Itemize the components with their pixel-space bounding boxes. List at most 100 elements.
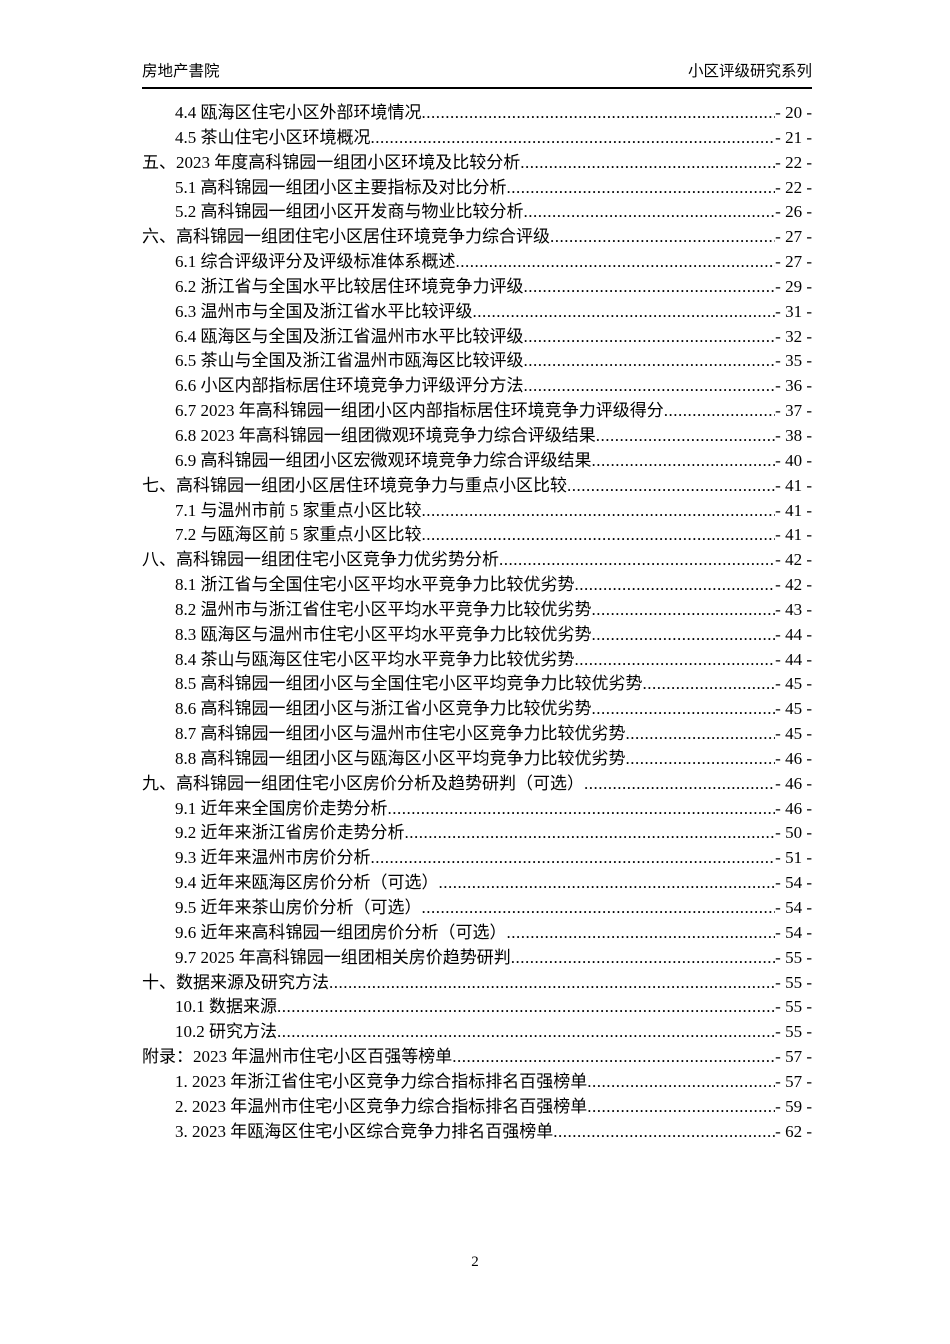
toc-entry-label: 九、高科锦园一组团住宅小区房价分析及趋势研判（可选） [142, 773, 584, 793]
toc-entry: 9.6 近年来高科锦园一组团房价分析（可选） - 54 - [142, 921, 812, 946]
toc-entry: 五、2023 年度高科锦园一组团小区环境及比较分析 - 22 - [142, 151, 812, 176]
toc-leader-dots [329, 971, 775, 996]
toc-entry-page: - 42 - [775, 550, 812, 570]
toc-leader-dots [422, 499, 776, 524]
toc-entry: 3. 2023 年瓯海区住宅小区综合竞争力排名百强榜单 - 62 - [142, 1120, 812, 1145]
toc-entry-page: - 44 - [775, 649, 812, 669]
toc-entry-label: 2. 2023 年温州市住宅小区竞争力综合指标排名百强榜单 [175, 1096, 588, 1116]
toc-entry: 1. 2023 年浙江省住宅小区竞争力综合指标排名百强榜单 - 57 - [142, 1070, 812, 1095]
toc-entry: 8.1 浙江省与全国住宅小区平均水平竞争力比较优劣势 - 42 - [142, 573, 812, 598]
toc-entry-page: - 44 - [775, 624, 812, 644]
toc-entry: 十、数据来源及研究方法 - 55 - [142, 971, 812, 996]
toc-leader-dots [277, 995, 775, 1020]
toc-entry: 9.5 近年来茶山房价分析（可选） - 54 - [142, 896, 812, 921]
toc-entry: 8.3 瓯海区与温州市住宅小区平均水平竞争力比较优劣势 - 44 - [142, 623, 812, 648]
toc-entry-page: - 22 - [775, 177, 812, 197]
toc-entry-page: - 59 - [775, 1096, 812, 1116]
toc-entry-page: - 41 - [775, 500, 812, 520]
toc-entry-label: 9.1 近年来全国房价走势分析 [175, 798, 388, 818]
toc-entry: 8.6 高科锦园一组团小区与浙江省小区竞争力比较优劣势 - 45 - [142, 697, 812, 722]
toc-leader-dots [592, 697, 776, 722]
toc-entry-page: - 50 - [775, 823, 812, 843]
toc-entry: 9.3 近年来温州市房价分析 - 51 - [142, 846, 812, 871]
toc-entry-label: 6.6 小区内部指标居住环境竞争力评级评分方法 [175, 376, 524, 396]
toc-entry-page: - 29 - [775, 276, 812, 296]
toc-entry: 4.5 茶山住宅小区环境概况 - 21 - [142, 126, 812, 151]
toc-entry-label: 8.2 温州市与浙江省住宅小区平均水平竞争力比较优劣势 [175, 599, 592, 619]
toc-entry-page: - 27 - [775, 227, 812, 247]
toc-entry-label: 8.7 高科锦园一组团小区与温州市住宅小区竞争力比较优劣势 [175, 724, 626, 744]
toc-leader-dots [626, 747, 776, 772]
toc-leader-dots [511, 946, 775, 971]
toc-leader-dots [587, 1070, 775, 1095]
page-header: 房地产書院 小区评级研究系列 [142, 62, 812, 89]
toc-entry-page: - 46 - [775, 748, 812, 768]
toc-entry-page: - 40 - [775, 450, 812, 470]
toc-entry-page: - 21 - [775, 127, 812, 147]
toc-leader-dots [422, 101, 776, 126]
toc-entry-label: 9.2 近年来浙江省房价走势分析 [175, 823, 405, 843]
toc-leader-dots [553, 1120, 775, 1145]
page-number: 2 [471, 1254, 479, 1270]
toc-entry-label: 10.2 研究方法 [175, 1022, 277, 1042]
toc-entry: 9.1 近年来全国房价走势分析 - 46 - [142, 797, 812, 822]
toc-leader-dots [277, 1020, 775, 1045]
toc-leader-dots [584, 772, 775, 797]
toc-entry: 6.4 瓯海区与全国及浙江省温州市水平比较评级 - 32 - [142, 325, 812, 350]
toc-entry-label: 5.2 高科锦园一组团小区开发商与物业比较分析 [175, 202, 524, 222]
toc-leader-dots [626, 722, 776, 747]
toc-entry-page: - 38 - [775, 425, 812, 445]
toc-entry: 10.1 数据来源 - 55 - [142, 995, 812, 1020]
toc-leader-dots [371, 846, 776, 871]
toc-entry-label: 5.1 高科锦园一组团小区主要指标及对比分析 [175, 177, 507, 197]
toc-entry-page: - 41 - [775, 475, 812, 495]
toc-entry: 5.1 高科锦园一组团小区主要指标及对比分析 - 22 - [142, 176, 812, 201]
toc-entry-page: - 35 - [775, 351, 812, 371]
toc-entry: 附录：2023 年温州市住宅小区百强等榜单 - 57 - [142, 1045, 812, 1070]
toc-entry: 2. 2023 年温州市住宅小区竞争力综合指标排名百强榜单 - 59 - [142, 1095, 812, 1120]
toc-leader-dots [524, 374, 776, 399]
toc-entry-page: - 51 - [775, 848, 812, 868]
toc-entry-page: - 45 - [775, 724, 812, 744]
toc-leader-dots [567, 474, 775, 499]
toc-entry-label: 6.1 综合评级评分及评级标准体系概述 [175, 252, 456, 272]
toc-leader-dots [524, 325, 776, 350]
toc-entry: 9.7 2025 年高科锦园一组团相关房价趋势研判 - 55 - [142, 946, 812, 971]
toc-entry: 6.7 2023 年高科锦园一组团小区内部指标居住环境竞争力评级得分 - 37 - [142, 399, 812, 424]
toc-entry-label: 9.4 近年来瓯海区房价分析（可选） [175, 873, 439, 893]
toc-entry-label: 9.3 近年来温州市房价分析 [175, 848, 371, 868]
toc-entry-page: - 31 - [775, 301, 812, 321]
toc-leader-dots [550, 225, 775, 250]
toc-entry-page: - 32 - [775, 326, 812, 346]
toc-entry: 七、高科锦园一组团小区居住环境竞争力与重点小区比较 - 41 - [142, 474, 812, 499]
toc-leader-dots [388, 797, 776, 822]
toc-entry-label: 八、高科锦园一组团住宅小区竞争力优劣势分析 [142, 550, 499, 570]
toc-list: 4.4 瓯海区住宅小区外部环境情况 - 20 - 4.5 茶山住宅小区环境概况 - 2… [142, 101, 812, 1144]
toc-entry-page: - 37 - [775, 401, 812, 421]
toc-entry-page: - 62 - [775, 1121, 812, 1141]
toc-entry: 六、高科锦园一组团住宅小区居住环境竞争力综合评级 - 27 - [142, 225, 812, 250]
toc-entry: 6.1 综合评级评分及评级标准体系概述 - 27 - [142, 250, 812, 275]
toc-entry: 6.5 茶山与全国及浙江省温州市瓯海区比较评级 - 35 - [142, 349, 812, 374]
toc-entry: 九、高科锦园一组团住宅小区房价分析及趋势研判（可选） - 46 - [142, 772, 812, 797]
toc-entry: 7.1 与温州市前 5 家重点小区比较 - 41 - [142, 499, 812, 524]
toc-leader-dots [575, 648, 776, 673]
toc-entry-page: - 45 - [775, 674, 812, 694]
toc-entry-page: - 57 - [775, 1047, 812, 1067]
toc-entry: 9.4 近年来瓯海区房价分析（可选） - 54 - [142, 871, 812, 896]
toc-leader-dots [587, 1095, 775, 1120]
toc-entry: 5.2 高科锦园一组团小区开发商与物业比较分析 - 26 - [142, 200, 812, 225]
toc-entry: 9.2 近年来浙江省房价走势分析 - 50 - [142, 821, 812, 846]
toc-leader-dots [664, 399, 775, 424]
toc-entry-page: - 43 - [775, 599, 812, 619]
toc-leader-dots [524, 349, 776, 374]
toc-entry-page: - 22 - [775, 152, 812, 172]
toc-entry: 6.6 小区内部指标居住环境竞争力评级评分方法 - 36 - [142, 374, 812, 399]
toc-entry: 8.5 高科锦园一组团小区与全国住宅小区平均竞争力比较优劣势 - 45 - [142, 672, 812, 697]
toc-leader-dots [575, 573, 776, 598]
toc-entry-label: 3. 2023 年瓯海区住宅小区综合竞争力排名百强榜单 [175, 1121, 554, 1141]
toc-leader-dots [524, 200, 776, 225]
page-footer: 2 [0, 1252, 950, 1272]
toc-entry-label: 8.8 高科锦园一组团小区与瓯海区小区平均竞争力比较优劣势 [175, 748, 626, 768]
